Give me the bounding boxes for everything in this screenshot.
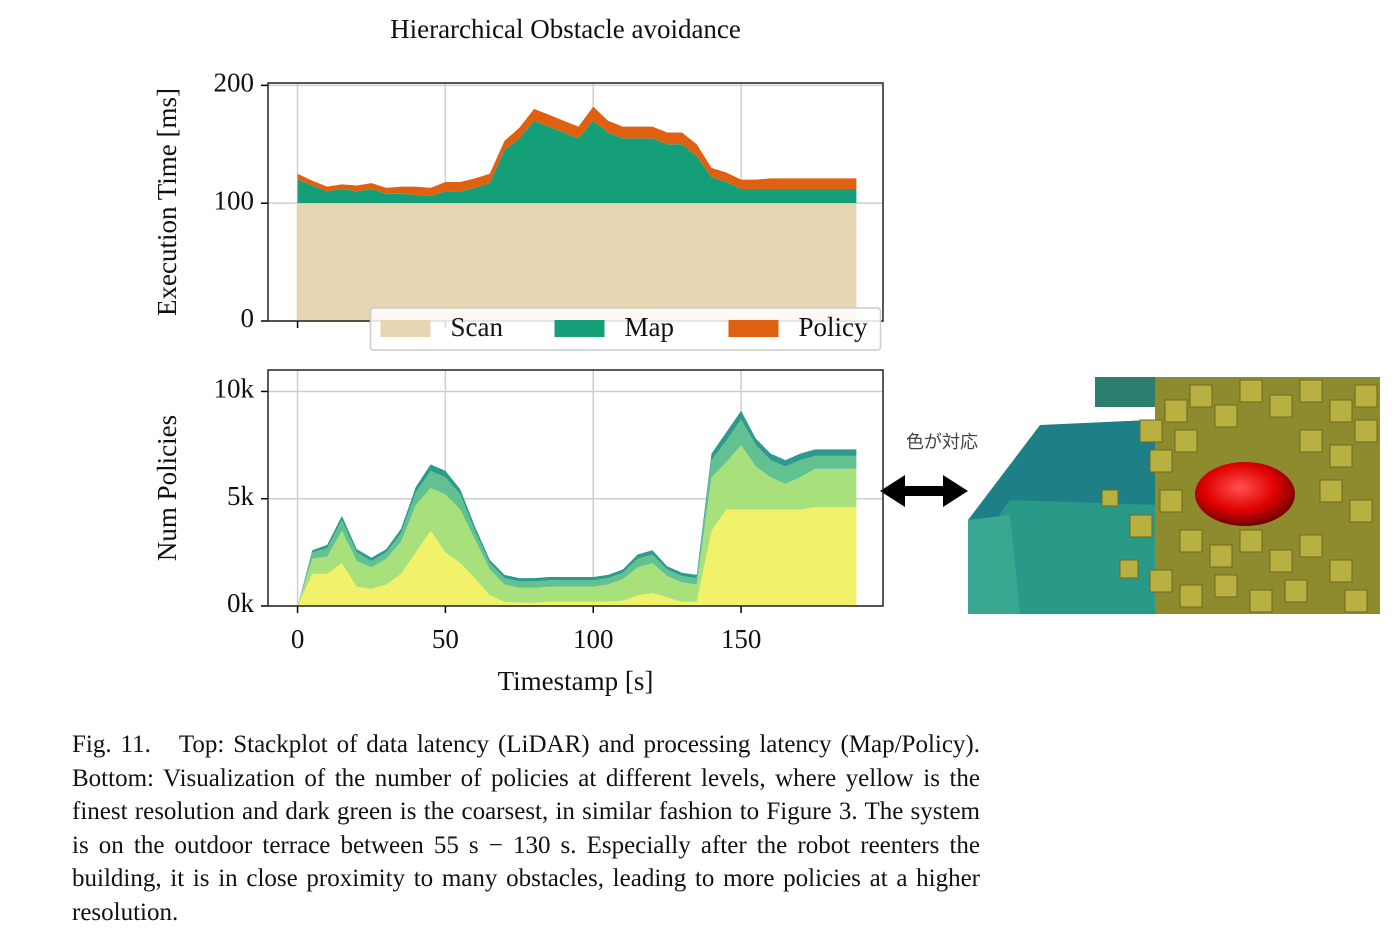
y-tick-label: 0 <box>241 303 255 333</box>
area <box>297 410 857 606</box>
area <box>297 419 857 606</box>
legend-swatch <box>728 320 779 337</box>
area <box>297 106 857 197</box>
figure: Hierarchical Obstacle avoidance Execution… <box>152 14 1380 696</box>
annotation: 色が対応 <box>906 432 978 453</box>
legend-swatch <box>554 320 605 337</box>
area <box>297 507 857 606</box>
double-arrow <box>880 475 968 507</box>
legend-label: Map <box>625 312 675 342</box>
area <box>297 445 857 606</box>
legend-swatch <box>380 320 431 337</box>
chart-title: Hierarchical Obstacle avoidance <box>390 14 741 44</box>
y-tick-label: 100 <box>214 185 255 215</box>
voxel-render <box>968 377 1380 614</box>
x-tick-label: 150 <box>721 624 762 654</box>
y-tick-label: 10k <box>214 374 255 404</box>
y-tick-label: 5k <box>227 481 255 511</box>
y-axis-label: Execution Time [ms] <box>152 88 182 316</box>
x-axis-label: Timestamp [s] <box>498 666 654 696</box>
legend: Scan Map Policy <box>369 307 882 351</box>
y-axis-label: Num Policies <box>152 415 182 561</box>
x-tick-label: 0 <box>291 624 305 654</box>
caption-label: Fig. 11. <box>72 731 151 758</box>
y-tick-label: 0k <box>227 588 255 618</box>
legend-label: Policy <box>799 312 869 342</box>
area <box>297 203 857 321</box>
caption-text: Top: Stackplot of data latency (LiDAR) a… <box>72 731 981 926</box>
legend-label: Scan <box>451 312 504 342</box>
caption: Fig. 11. Top: Stackplot of data latency (… <box>72 728 980 929</box>
x-tick-label: 100 <box>573 624 614 654</box>
y-tick-label: 200 <box>214 68 255 98</box>
plot-frame <box>267 369 884 607</box>
legend-box <box>369 307 882 351</box>
x-tick-label: 50 <box>432 624 459 654</box>
area <box>297 120 857 204</box>
